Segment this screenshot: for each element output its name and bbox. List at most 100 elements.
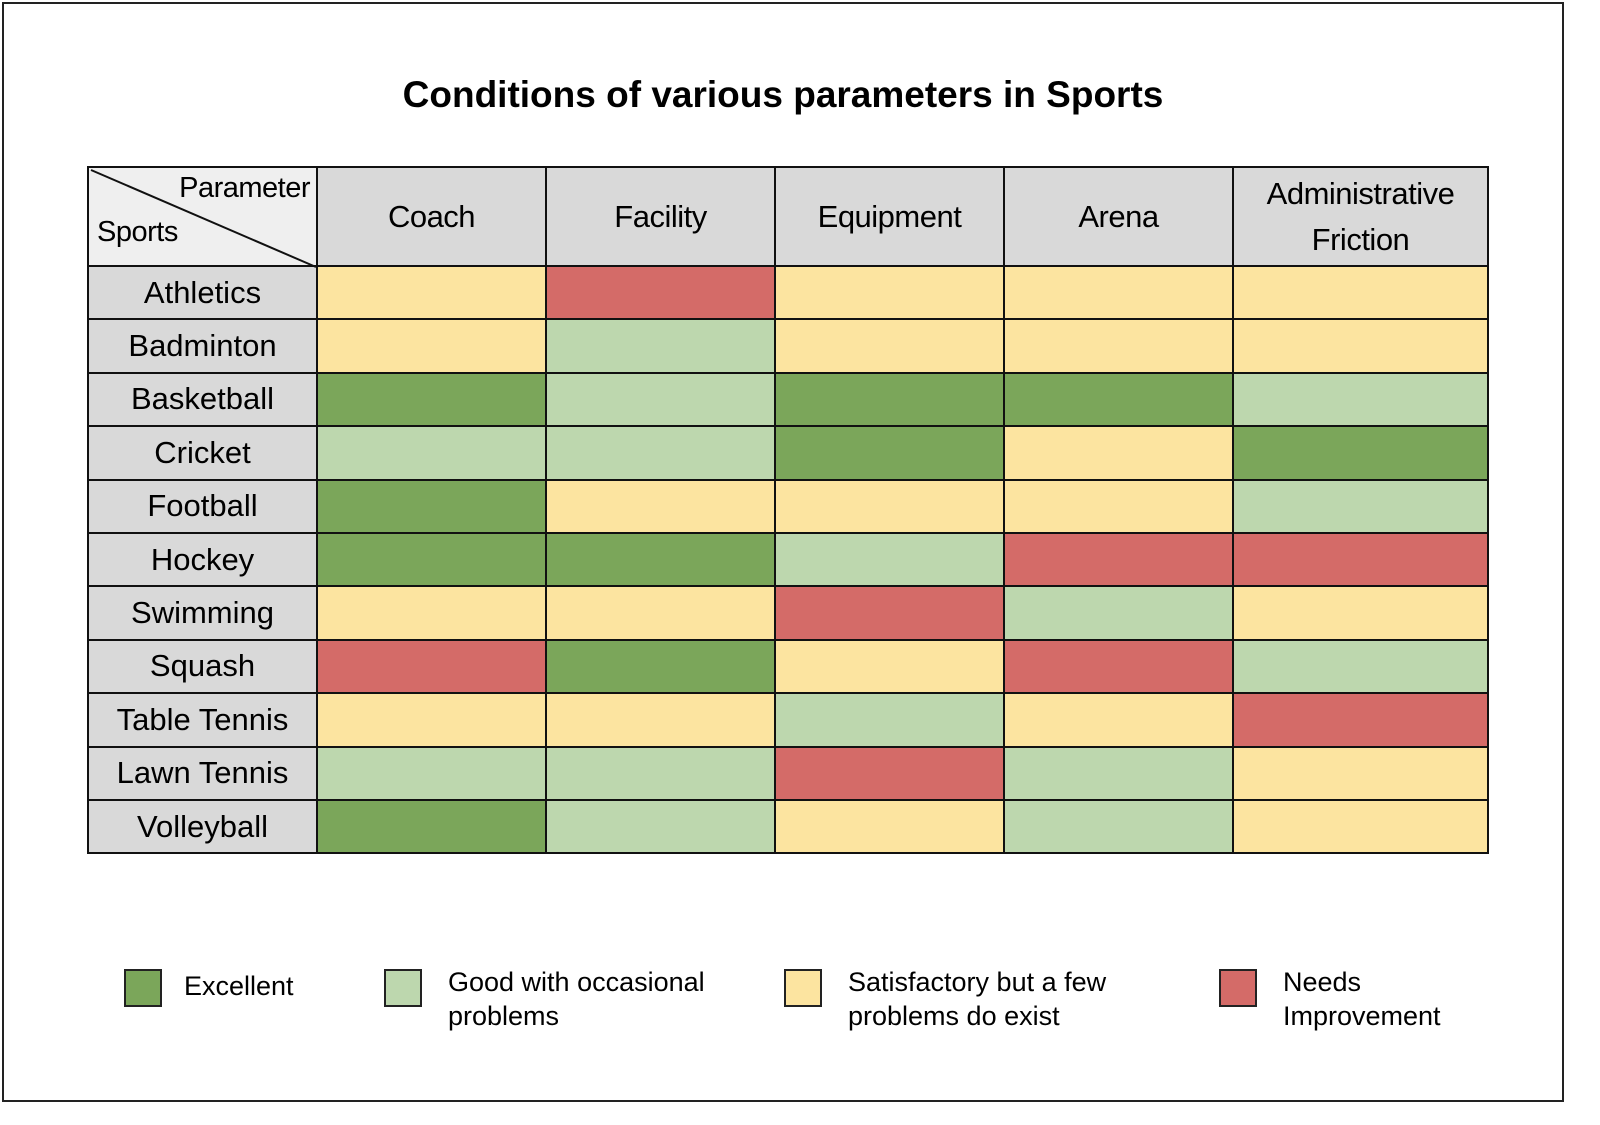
heatmap-cell: [774, 318, 1005, 374]
row-label: Squash: [87, 638, 318, 695]
legend-label: Excellent: [184, 971, 294, 1001]
table-row: Table Tennis: [87, 692, 1489, 748]
legend-swatch: [384, 969, 422, 1007]
heatmap-cell: [1232, 531, 1489, 588]
row-label: Basketball: [87, 371, 318, 428]
heatmap-cell: [1232, 745, 1489, 801]
row-label: Table Tennis: [87, 692, 318, 748]
heatmap-cell: [545, 585, 776, 641]
heatmap-cell: [774, 425, 1005, 481]
row-label: Volleyball: [87, 798, 318, 855]
heatmap-cell: [316, 585, 547, 641]
row-axis-label: Sports: [97, 216, 178, 248]
legend-item: Needs Improvement: [1219, 965, 1473, 1033]
heatmap-cell: [1003, 798, 1234, 855]
heatmap-cell: [774, 745, 1005, 801]
row-label: Cricket: [87, 425, 318, 481]
corner-header: Parameter Sports: [87, 166, 318, 268]
heatmap-cell: [316, 745, 547, 801]
heatmap-cell: [1232, 638, 1489, 695]
heatmap-cell: [545, 264, 776, 321]
heatmap-cell: [774, 531, 1005, 588]
column-header: Administrative Friction: [1232, 166, 1489, 267]
table-row: Cricket: [87, 425, 1489, 481]
heatmap-cell: [316, 638, 547, 695]
heatmap-cell: [1232, 692, 1489, 748]
legend-swatch: [784, 969, 822, 1007]
table-row: Badminton: [87, 318, 1489, 374]
legend-swatch: [1219, 969, 1257, 1007]
row-label: Athletics: [87, 264, 318, 321]
heatmap-cell: [316, 798, 547, 855]
heatmap-cell: [1003, 318, 1234, 374]
heatmap-cell: [545, 638, 776, 695]
table-row: Lawn Tennis: [87, 745, 1489, 801]
table-row: Basketball: [87, 371, 1489, 428]
row-label: Football: [87, 478, 318, 534]
column-header: Arena: [1003, 166, 1234, 267]
table-row: Volleyball: [87, 798, 1489, 855]
heatmap-cell: [545, 318, 776, 374]
heatmap-cell: [316, 425, 547, 481]
legend-label: Needs Improvement: [1283, 967, 1441, 1031]
table-row: Football: [87, 478, 1489, 534]
heatmap-cell: [1232, 478, 1489, 534]
heatmap-cell: [1003, 692, 1234, 748]
heatmap-cell: [1003, 638, 1234, 695]
heatmap-cell: [1232, 371, 1489, 428]
heatmap-cell: [1232, 798, 1489, 855]
table-row: Athletics: [87, 264, 1489, 321]
heatmap-cell: [545, 531, 776, 588]
heatmap-cell: [774, 692, 1005, 748]
heatmap-cell: [774, 798, 1005, 855]
heatmap-cell: [1003, 531, 1234, 588]
diagonal-divider: [90, 169, 317, 268]
heatmap-cell: [316, 478, 547, 534]
table-row: Squash: [87, 638, 1489, 695]
row-label: Hockey: [87, 531, 318, 588]
heatmap-cell: [545, 425, 776, 481]
heatmap-cell: [774, 585, 1005, 641]
chart-title: Conditions of various parameters in Spor…: [402, 74, 1164, 115]
heatmap-cell: [1232, 425, 1489, 481]
legend-label: Good with occasional problems: [448, 967, 705, 1031]
row-label: Swimming: [87, 585, 318, 641]
heatmap-cell: [1232, 318, 1489, 374]
heatmap-cell: [774, 264, 1005, 321]
chart-frame: [2, 2, 1564, 1102]
heatmap-cell: [316, 371, 547, 428]
heatmap-cell: [545, 692, 776, 748]
heatmap-cell: [774, 478, 1005, 534]
heatmap-cell: [1003, 425, 1234, 481]
table-row: Hockey: [87, 531, 1489, 588]
row-label: Badminton: [87, 318, 318, 374]
heatmap-cell: [1003, 478, 1234, 534]
heatmap-cell: [1003, 745, 1234, 801]
heatmap-cell: [1232, 264, 1489, 321]
heatmap-cell: [774, 371, 1005, 428]
legend-item: Excellent: [124, 965, 294, 1007]
legend-item: Satisfactory but a few problems do exist: [784, 965, 1138, 1033]
heatmap-cell: [774, 638, 1005, 695]
heatmap-cell: [1232, 585, 1489, 641]
heatmap-cell: [316, 264, 547, 321]
heatmap-cell: [1003, 585, 1234, 641]
table-row: Swimming: [87, 585, 1489, 641]
column-header: Coach: [316, 166, 547, 267]
heatmap-cell: [1003, 371, 1234, 428]
column-header: Equipment: [774, 166, 1005, 267]
heatmap-cell: [545, 798, 776, 855]
heatmap-cell: [316, 531, 547, 588]
heatmap-cell: [545, 745, 776, 801]
heatmap-cell: [316, 318, 547, 374]
row-label: Lawn Tennis: [87, 745, 318, 801]
heatmap-cell: [545, 371, 776, 428]
heatmap-cell: [316, 692, 547, 748]
column-axis-label: Parameter: [179, 172, 310, 204]
legend-item: Good with occasional problems: [384, 965, 728, 1033]
column-header: Facility: [545, 166, 776, 267]
heatmap-table: Parameter Sports Coach Facility Equipment A…: [87, 166, 1489, 855]
legend-label: Satisfactory but a few problems do exist: [848, 967, 1107, 1031]
legend-swatch: [124, 969, 162, 1007]
heatmap-cell: [545, 478, 776, 534]
